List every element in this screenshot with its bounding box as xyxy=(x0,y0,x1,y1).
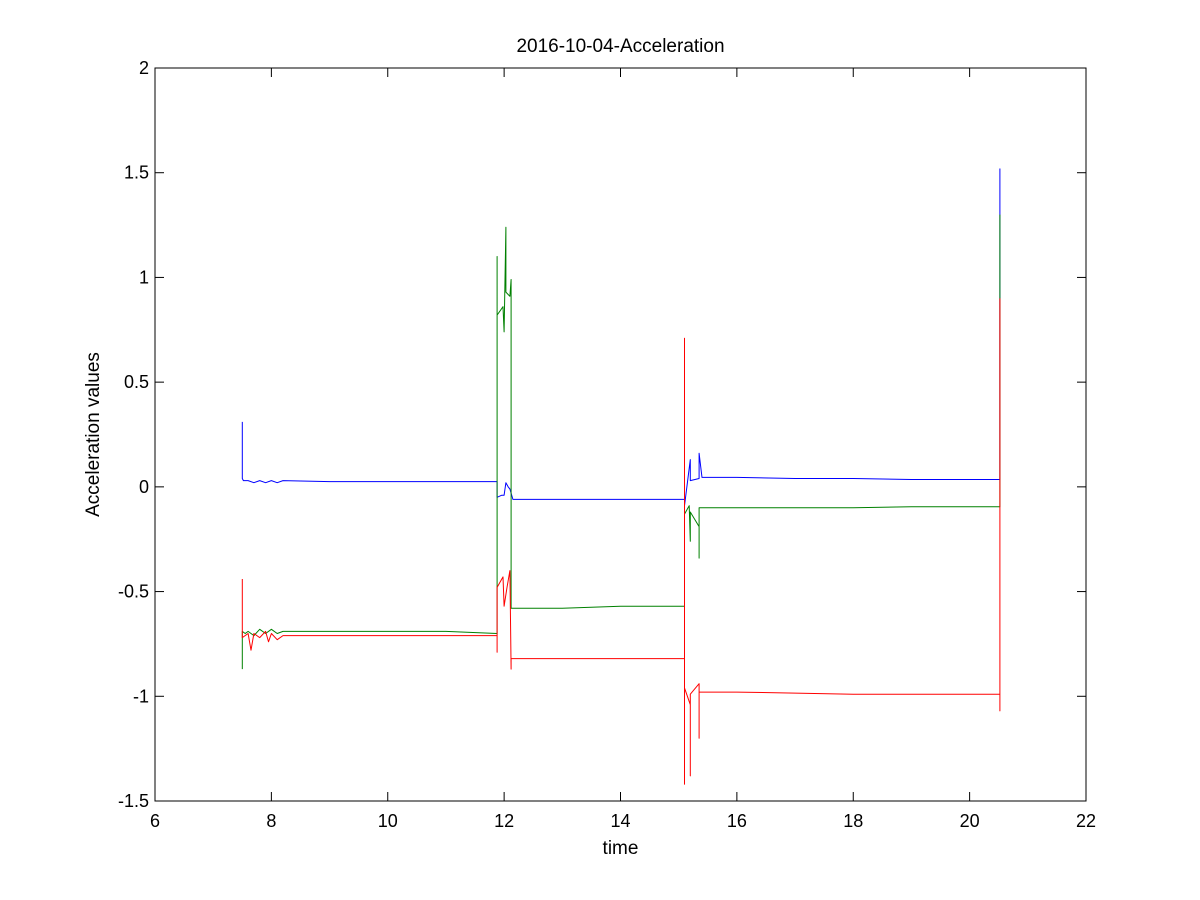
y-tick-label: 1 xyxy=(139,267,149,287)
y-axis-title: Acceleration values xyxy=(83,352,104,517)
y-tick-label: 1.5 xyxy=(124,163,149,183)
x-tick-label: 22 xyxy=(1076,811,1096,831)
y-tick-label: 0.5 xyxy=(124,372,149,392)
x-tick-label: 12 xyxy=(494,811,514,831)
y-tick-label: -0.5 xyxy=(118,582,149,602)
y-tick-label: -1 xyxy=(133,686,149,706)
series-line-1 xyxy=(241,168,1001,507)
x-tick-label: 10 xyxy=(378,811,398,831)
x-tick-label: 18 xyxy=(843,811,863,831)
series-line-3 xyxy=(241,298,1001,785)
y-tick-label: 0 xyxy=(139,477,149,497)
x-axis-title: time xyxy=(603,838,639,859)
x-tick-label: 20 xyxy=(960,811,980,831)
x-tick-label: 8 xyxy=(266,811,276,831)
y-tick-label: -1.5 xyxy=(118,791,149,811)
tick-layer: 6 8 10 12 14 16 18 20 22 -1.5 -1 -0.5 0 0.5 1 1.5 2 xyxy=(118,58,1096,831)
y-tick-label: 2 xyxy=(139,58,149,78)
x-tick-label: 6 xyxy=(150,811,160,831)
x-tick-label: 16 xyxy=(727,811,747,831)
series-layer xyxy=(241,168,1001,785)
chart-title: 2016-10-04-Acceleration xyxy=(516,36,724,57)
x-tick-label: 14 xyxy=(610,811,630,831)
series-line-2 xyxy=(241,214,1001,670)
plot-area xyxy=(155,68,1086,801)
